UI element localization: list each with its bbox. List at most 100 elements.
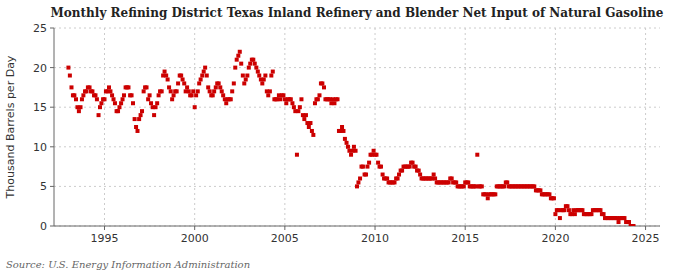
data-point: [169, 89, 173, 93]
data-point: [343, 137, 347, 141]
data-point: [310, 129, 314, 133]
tick-mark: [104, 226, 105, 230]
data-point: [167, 85, 171, 89]
data-point: [203, 66, 207, 70]
data-point: [355, 184, 359, 188]
data-point: [486, 196, 490, 200]
tick-label: 25: [33, 22, 47, 35]
data-point: [349, 153, 353, 157]
data-point: [81, 93, 85, 97]
data-point: [299, 97, 303, 101]
data-point: [281, 93, 285, 97]
data-point: [113, 101, 117, 105]
data-point: [72, 93, 76, 97]
grid-line: [54, 107, 660, 108]
data-point: [191, 89, 195, 93]
data-point: [193, 105, 197, 109]
data-point: [268, 89, 272, 93]
data-point: [418, 173, 422, 177]
tick-mark: [50, 67, 54, 68]
data-point: [196, 89, 200, 93]
data-point: [260, 81, 264, 85]
data-point: [573, 212, 577, 216]
data-point: [553, 212, 557, 216]
data-point: [121, 97, 125, 101]
data-point: [200, 74, 204, 78]
data-point: [155, 101, 159, 105]
data-point: [284, 101, 288, 105]
data-point: [251, 58, 255, 62]
data-point: [148, 93, 152, 97]
data-point: [142, 89, 146, 93]
data-point: [292, 105, 296, 109]
tick-mark: [555, 226, 556, 230]
data-point: [117, 105, 121, 109]
grid-line: [194, 28, 195, 226]
data-point: [157, 93, 161, 97]
data-point: [552, 196, 556, 200]
grid-line: [54, 28, 660, 29]
data-point: [298, 105, 302, 109]
data-point: [239, 62, 243, 66]
data-point: [502, 184, 506, 188]
data-point: [400, 169, 404, 173]
data-point: [205, 74, 209, 78]
data-point: [112, 97, 116, 101]
data-point: [233, 66, 237, 70]
data-point: [108, 89, 112, 93]
data-point: [218, 85, 222, 89]
data-point: [163, 70, 167, 74]
tick-mark: [645, 226, 646, 230]
grid-line: [375, 28, 376, 226]
tick-label: 0: [40, 220, 47, 233]
data-point: [133, 117, 137, 121]
data-point: [308, 121, 312, 125]
data-point: [190, 93, 194, 97]
data-point: [562, 208, 566, 212]
data-point: [358, 176, 362, 180]
data-point: [565, 204, 569, 208]
data-point: [179, 74, 183, 78]
data-point: [354, 149, 358, 153]
data-point: [98, 105, 102, 109]
data-point: [245, 74, 249, 78]
data-point: [475, 153, 479, 157]
data-point: [160, 89, 164, 93]
data-point: [232, 81, 236, 85]
data-point: [271, 70, 275, 74]
chart: Monthly Refining District Texas Inland R…: [0, 0, 675, 275]
data-point: [538, 188, 542, 192]
data-point: [346, 145, 350, 149]
title: Monthly Refining District Texas Inland R…: [51, 6, 664, 20]
data-point: [320, 81, 324, 85]
tick-label: 5: [40, 180, 47, 193]
data-point: [107, 85, 111, 89]
data-point: [307, 125, 311, 129]
data-point: [408, 165, 412, 169]
data-point: [414, 165, 418, 169]
data-point: [322, 85, 326, 89]
data-point: [220, 89, 224, 93]
data-point: [229, 97, 233, 101]
data-point: [230, 89, 234, 93]
data-point: [352, 145, 356, 149]
x-axis: [54, 226, 660, 227]
data-point: [212, 89, 216, 93]
data-point: [372, 149, 376, 153]
data-point: [235, 58, 239, 62]
data-point: [290, 101, 294, 105]
data-point: [116, 109, 120, 113]
tick-mark: [50, 107, 54, 108]
data-point: [122, 93, 126, 97]
data-point: [266, 93, 270, 97]
data-point: [149, 101, 153, 105]
data-point: [170, 97, 174, 101]
data-point: [278, 97, 282, 101]
data-point: [182, 81, 186, 85]
data-point: [532, 184, 536, 188]
data-point: [365, 165, 369, 169]
data-point: [493, 192, 497, 196]
data-point: [217, 81, 221, 85]
grid-line: [465, 28, 466, 226]
data-point: [450, 176, 454, 180]
